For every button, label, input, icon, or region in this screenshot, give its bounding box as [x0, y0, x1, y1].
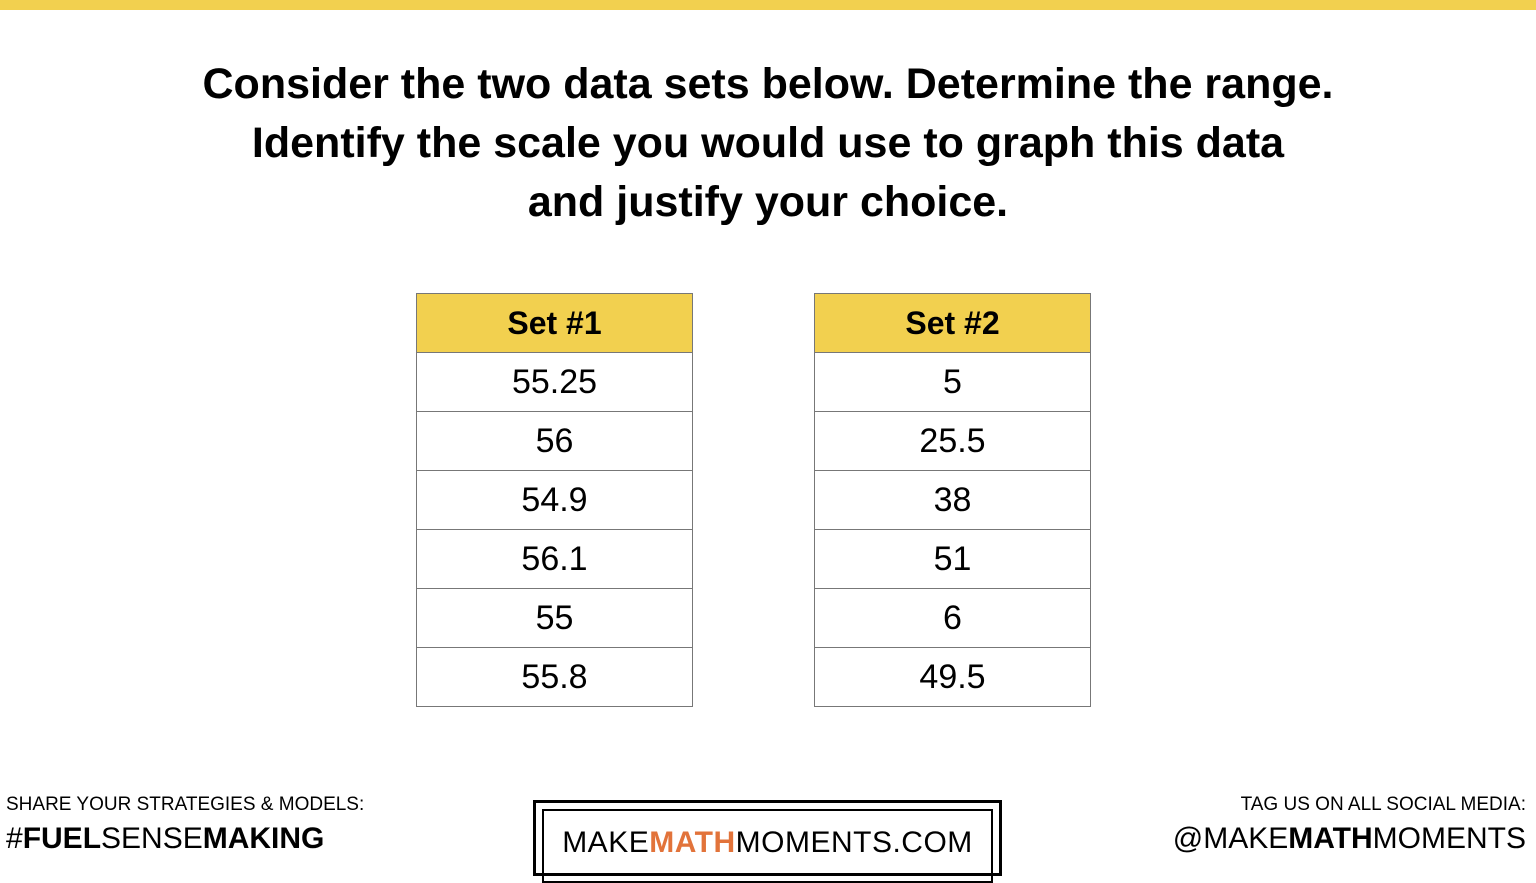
row: 56 [416, 411, 693, 471]
data-table: Set #1 55.25 56 54.9 56.1 55 55.8 [416, 293, 693, 707]
row: 38 [814, 470, 1091, 530]
handle-part: MOMENTS [1372, 822, 1526, 855]
data-table: Set #2 5 25.5 38 51 6 49.5 [814, 293, 1091, 707]
title-line: and justify your choice. [527, 178, 1009, 226]
header-cell: Set #1 [416, 293, 693, 353]
row: 55.25 [416, 352, 693, 412]
header-row: Set #2 [814, 293, 1091, 353]
cell: 56 [416, 411, 693, 471]
row: 51 [814, 529, 1091, 589]
cell: 49.5 [814, 647, 1091, 707]
cell: 55.25 [416, 352, 693, 412]
row: 55 [416, 588, 693, 648]
hashtag-part: # [6, 822, 23, 855]
logo-part: MAKE [562, 826, 650, 859]
row: 55.8 [416, 647, 693, 707]
cell: 56.1 [416, 529, 693, 589]
hashtag-part: SENSE [101, 822, 203, 855]
hashtag: #FUELSENSEMAKING [6, 822, 324, 856]
logo-part: MOMENTS [735, 826, 893, 859]
handle-part: @MAKE [1172, 822, 1289, 855]
row: 5 [814, 352, 1091, 412]
row: 25.5 [814, 411, 1091, 471]
header-cell: Set #2 [814, 293, 1091, 353]
title-line: Identify the scale you would use to grap… [251, 119, 1285, 167]
row: 54.9 [416, 470, 693, 530]
cell: 6 [814, 588, 1091, 648]
share-caption: SHARE YOUR STRATEGIES & MODELS: [6, 794, 365, 815]
logo-text: MAKEMATHMOMENTS.COM [542, 809, 993, 883]
tag-caption: TAG US ON ALL SOCIAL MEDIA: [1240, 794, 1526, 815]
top-bar [0, 0, 1536, 10]
cell: 54.9 [416, 470, 693, 530]
header-row: Set #1 [416, 293, 693, 353]
logo-part: MATH [649, 826, 736, 859]
logo-part: .COM [892, 826, 973, 859]
hashtag-part: MAKING [202, 822, 325, 855]
cell: 25.5 [814, 411, 1091, 471]
cell: 5 [814, 352, 1091, 412]
cell: 38 [814, 470, 1091, 530]
cell: 55.8 [416, 647, 693, 707]
row: 56.1 [416, 529, 693, 589]
cell: 55 [416, 588, 693, 648]
logo: MAKEMATHMOMENTS.COM [533, 800, 1002, 883]
row: 49.5 [814, 647, 1091, 707]
handle: @MAKEMATHMOMENTS [1173, 822, 1526, 856]
row: 6 [814, 588, 1091, 648]
cell: 51 [814, 529, 1091, 589]
title-line: Consider the two data sets below. Determ… [202, 60, 1334, 108]
hashtag-part: FUEL [22, 822, 102, 855]
handle-part: MATH [1288, 822, 1373, 855]
title: Consider the two data sets below. Determ… [0, 55, 1536, 232]
